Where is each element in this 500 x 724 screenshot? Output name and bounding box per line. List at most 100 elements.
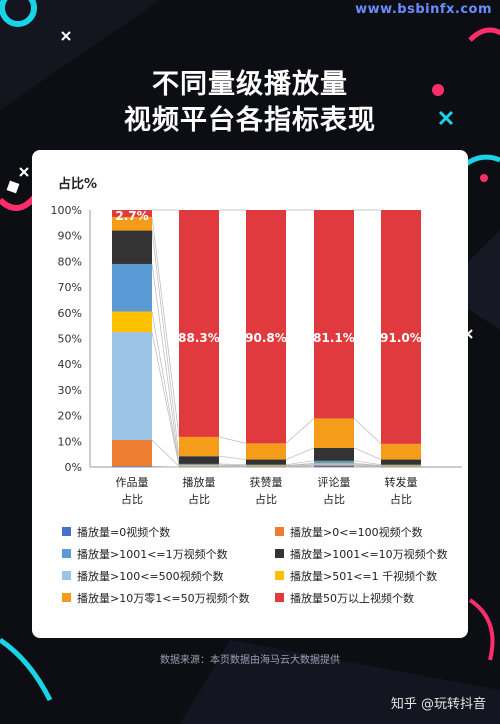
bar-segment-1001_1w <box>246 464 286 466</box>
bar-segment-100_500 <box>381 465 421 467</box>
y-tick-label: 30% <box>58 384 82 397</box>
x-tick-label: 占比 <box>188 492 210 506</box>
bar-segment-501_1k <box>179 464 219 466</box>
bar-segment-1001_10w <box>246 459 286 465</box>
y-tick-label: 60% <box>58 307 82 320</box>
x-tick-label: 作品量 <box>116 476 149 489</box>
bar-segment-1001_1w <box>381 464 421 466</box>
bar-segment-zero <box>314 465 354 467</box>
bar-segment-1001_10w <box>112 230 152 264</box>
x-tick-label: 转发量 <box>385 475 418 489</box>
series-connector-line <box>151 311 180 466</box>
bar-segment-501_1k <box>112 311 152 333</box>
series-connector-line <box>353 447 382 460</box>
bar-segment-1001_1w <box>179 463 219 465</box>
bar-segment-10w_50w <box>246 443 286 460</box>
bar-segment-zero <box>112 466 152 467</box>
bar-segment-501_1k <box>246 465 286 466</box>
series-connector-line <box>353 465 382 468</box>
series-connector-line <box>285 465 315 468</box>
series-connector-line <box>285 463 315 466</box>
data-label: 2.7% <box>115 209 148 223</box>
series-connector-line <box>218 455 247 460</box>
series-connector-line <box>151 465 180 468</box>
series-connector-line <box>353 464 382 467</box>
page-title-line-1: 不同量级播放量 <box>152 69 348 100</box>
series-connector-line <box>218 463 247 466</box>
data-label: 91.0% <box>380 331 422 345</box>
bar-segment-lt100 <box>246 466 286 467</box>
bar-segment-lt100 <box>179 466 219 467</box>
bar-segment-10w_50w <box>381 443 421 460</box>
x-tick-label: 占比 <box>390 492 412 506</box>
series-connector-line <box>218 464 247 466</box>
series-connector-line <box>285 464 315 467</box>
legend-swatch <box>275 549 284 558</box>
series-connector-line <box>285 460 315 466</box>
series-connector-line <box>285 447 315 460</box>
x-tick-label: 占比 <box>121 492 143 506</box>
page-title-line-2: 视频平台各指标表现 <box>124 105 376 136</box>
author-brand: 知乎 @玩转抖音 <box>390 697 486 712</box>
data-label: 88.3% <box>178 331 220 345</box>
y-tick-label: 10% <box>58 435 82 448</box>
x-tick-label: 获赞量 <box>250 476 283 489</box>
series-connector-line <box>151 216 180 437</box>
y-tick-label: 20% <box>58 410 82 423</box>
series-connector-line <box>151 263 180 464</box>
x-tick-label: 播放量 <box>183 475 216 489</box>
legend-label: 播放量>1001<=10万视频个数 <box>290 547 448 561</box>
bar-segment-gt50w <box>179 210 219 437</box>
legend-label: 播放量=0视频个数 <box>77 525 170 539</box>
bar-segment-gt50w <box>246 210 286 444</box>
y-tick-label: 0% <box>65 461 82 474</box>
series-connector-line <box>353 463 382 466</box>
legend-label: 播放量>100<=500视频个数 <box>77 569 224 583</box>
bar-segment-lt100 <box>314 464 354 466</box>
legend-label: 播放量>0<=100视频个数 <box>290 525 423 539</box>
series-connector-line <box>218 436 247 444</box>
y-tick-label: 80% <box>58 255 82 268</box>
series-connector-line <box>353 463 382 467</box>
bar-segment-1001_10w <box>381 459 421 465</box>
bar-segment-100_500 <box>314 463 354 465</box>
bar-segment-10w_50w <box>112 216 152 231</box>
series-connector-line <box>353 460 382 466</box>
legend-label: 播放量>501<=1 千视频个数 <box>290 569 437 583</box>
y-tick-label: 40% <box>58 358 82 371</box>
legend-swatch <box>275 571 284 580</box>
data-source-note: 数据来源：本页数据由海马云大数据提供 <box>160 655 340 666</box>
bar-segment-lt100 <box>112 440 152 467</box>
bar-segment-1001_10w <box>179 456 219 464</box>
bar-segment-1001_1w <box>112 263 152 312</box>
legend-swatch <box>62 571 71 580</box>
stacked-bar-chart: 占比% 0% 10% 20% 30% 40% 50% 60% 70% 80% 90% 100% 作品量占… <box>51 176 462 605</box>
bar-segment-gt50w <box>112 210 152 217</box>
bar-segment-1001_10w <box>314 447 354 461</box>
series-connector-line <box>285 418 315 444</box>
y-tick-label: 90% <box>58 230 82 243</box>
bar-segment-lt100 <box>381 466 421 467</box>
legend-label: 播放量50万以上视频个数 <box>290 591 414 605</box>
bar-segment-100_500 <box>246 465 286 467</box>
series-connector-line <box>151 230 180 457</box>
bar-segment-501_1k <box>314 463 354 464</box>
series-connector-line <box>151 332 180 466</box>
y-tick-label: 50% <box>58 333 82 346</box>
bar-segment-10w_50w <box>179 436 219 457</box>
bar-segment-100_500 <box>179 465 219 467</box>
data-label: 81.1% <box>313 331 355 345</box>
series-connector-line <box>353 418 382 445</box>
bar-segment-501_1k <box>381 465 421 466</box>
bar-segment-10w_50w <box>314 418 354 448</box>
legend-swatch <box>275 593 284 602</box>
x-tick-label: 占比 <box>255 492 277 506</box>
series-connector-line <box>218 465 247 467</box>
bar-segment-gt50w <box>314 210 354 419</box>
series-connector-line <box>151 439 180 467</box>
legend-swatch <box>62 527 71 536</box>
y-tick-label: 100% <box>51 204 82 217</box>
chart-card: 占比% 0% 10% 20% 30% 40% 50% 60% 70% 80% 90% 100% 作品量占… <box>32 150 468 638</box>
series-connector-line <box>285 463 315 467</box>
bar-segment-100_500 <box>112 332 152 441</box>
